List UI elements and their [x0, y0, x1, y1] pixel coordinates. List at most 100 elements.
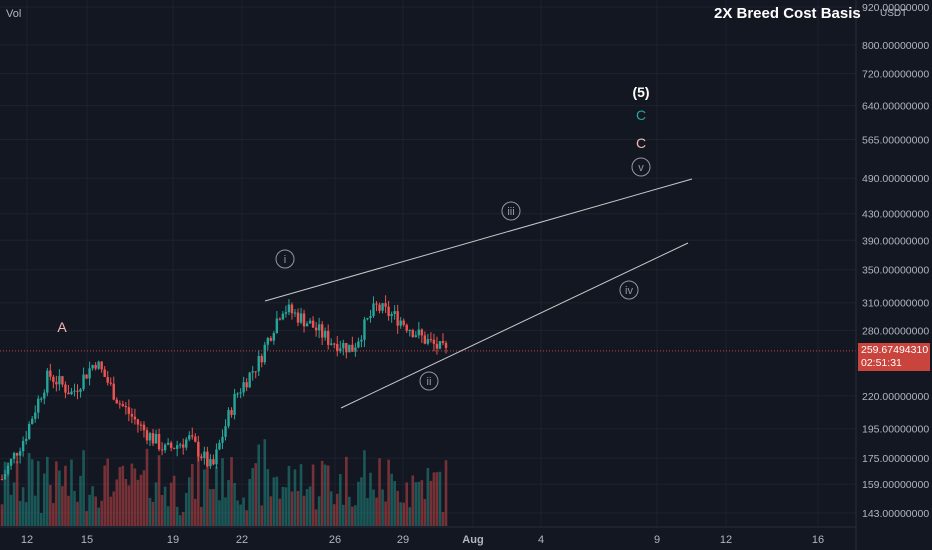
volume-bar [124, 478, 128, 526]
volume-bar [393, 481, 396, 526]
price-tick-label: 159.00000000 [862, 479, 929, 491]
candle-body [423, 335, 427, 344]
volume-bar [106, 458, 110, 526]
lower-trendline[interactable] [340, 242, 689, 409]
candle-body [375, 303, 378, 305]
candle-body [203, 451, 206, 459]
volume-bar [76, 501, 79, 526]
volume-bar [3, 461, 7, 526]
volume-bar [363, 450, 366, 526]
candle-body [64, 384, 67, 393]
price-tick-label: 720.00000000 [862, 69, 929, 81]
upper-trendline[interactable] [264, 178, 693, 302]
candle-body [76, 390, 79, 392]
candle-body [97, 361, 100, 369]
volume-bar [15, 460, 19, 526]
candle-body [43, 392, 46, 399]
time-tick-label: 26 [329, 534, 341, 546]
candle-body [360, 339, 363, 342]
volume-bar [311, 464, 315, 526]
volume-bar [411, 475, 415, 526]
volume-bar [55, 461, 58, 526]
candle-body [0, 479, 4, 481]
volume-bar [299, 464, 303, 526]
candle-body [49, 370, 52, 377]
candle-body [438, 341, 442, 349]
time-tick-label: 15 [81, 534, 93, 546]
candle-body [245, 382, 248, 388]
candle-body [103, 369, 106, 377]
volume-bar [218, 500, 221, 526]
price-tick-label: 490.00000000 [862, 173, 929, 185]
candle-body [82, 374, 85, 390]
candle-body [393, 311, 396, 315]
volume-bar [49, 484, 52, 526]
price-tick-label: 800.00000000 [862, 40, 929, 52]
wave-iii-label: iii [507, 206, 514, 218]
grid-lines [0, 0, 856, 527]
volume-bar [263, 439, 267, 526]
candle-body [24, 438, 28, 441]
volume-bar [12, 482, 16, 526]
candle-body [151, 433, 155, 444]
volume-bar [342, 504, 345, 526]
volume-bar [190, 464, 194, 526]
time-tick-label: 12 [720, 534, 732, 546]
volume-bar [414, 482, 418, 526]
candle-body [290, 304, 294, 314]
candle-body [402, 320, 405, 325]
candle-body [67, 392, 70, 395]
volume-bar [372, 489, 375, 526]
price-tick-label: 640.00000000 [862, 101, 929, 113]
volume-bar [444, 460, 448, 526]
volume-bar [227, 480, 230, 526]
candle-body [311, 320, 315, 328]
wave-A-label: A [57, 319, 67, 335]
volume-bar [42, 473, 46, 526]
candle-body [308, 320, 312, 324]
candle-body [381, 303, 384, 311]
volume-bar [115, 479, 119, 526]
volume-bar [317, 496, 321, 526]
wave-i-label: i [284, 254, 286, 266]
volume-bar [351, 506, 354, 526]
volume-bar [408, 507, 412, 526]
volume-bar [79, 475, 82, 526]
candle-body [405, 324, 408, 331]
candle-body [91, 365, 94, 369]
candle-body [242, 382, 245, 393]
candle-body [399, 320, 402, 326]
candle-body [85, 374, 88, 379]
candle-body [293, 312, 297, 314]
volume-bar [272, 477, 276, 526]
volume-bar [338, 473, 342, 526]
price-tick-label: 310.00000000 [862, 298, 929, 310]
volume-bar [354, 505, 357, 526]
volume-bar [405, 482, 409, 526]
wave-5-label: (5) [632, 84, 649, 100]
volume-bar [61, 486, 64, 526]
volume-bar [254, 463, 258, 526]
volume-bar [133, 468, 137, 526]
candle-body [79, 389, 82, 392]
candle-body [188, 435, 191, 440]
volume-bar [151, 501, 155, 526]
candle-body [94, 365, 97, 369]
candle-body [218, 442, 221, 450]
candle-body [206, 451, 209, 467]
wave-ii-label-circle [419, 371, 439, 391]
volume-bar [88, 494, 91, 526]
candle-body [112, 383, 115, 400]
volume-bar [290, 491, 294, 526]
candle-body [339, 348, 342, 352]
volume-bar [130, 463, 134, 526]
volume-bar [118, 467, 122, 526]
candle-body [266, 338, 269, 345]
candle-body [124, 406, 128, 408]
candle-body [299, 313, 303, 323]
volume-bar [390, 473, 393, 526]
candle-body [37, 398, 40, 413]
candle-body [305, 323, 309, 327]
candle-body [148, 433, 152, 441]
